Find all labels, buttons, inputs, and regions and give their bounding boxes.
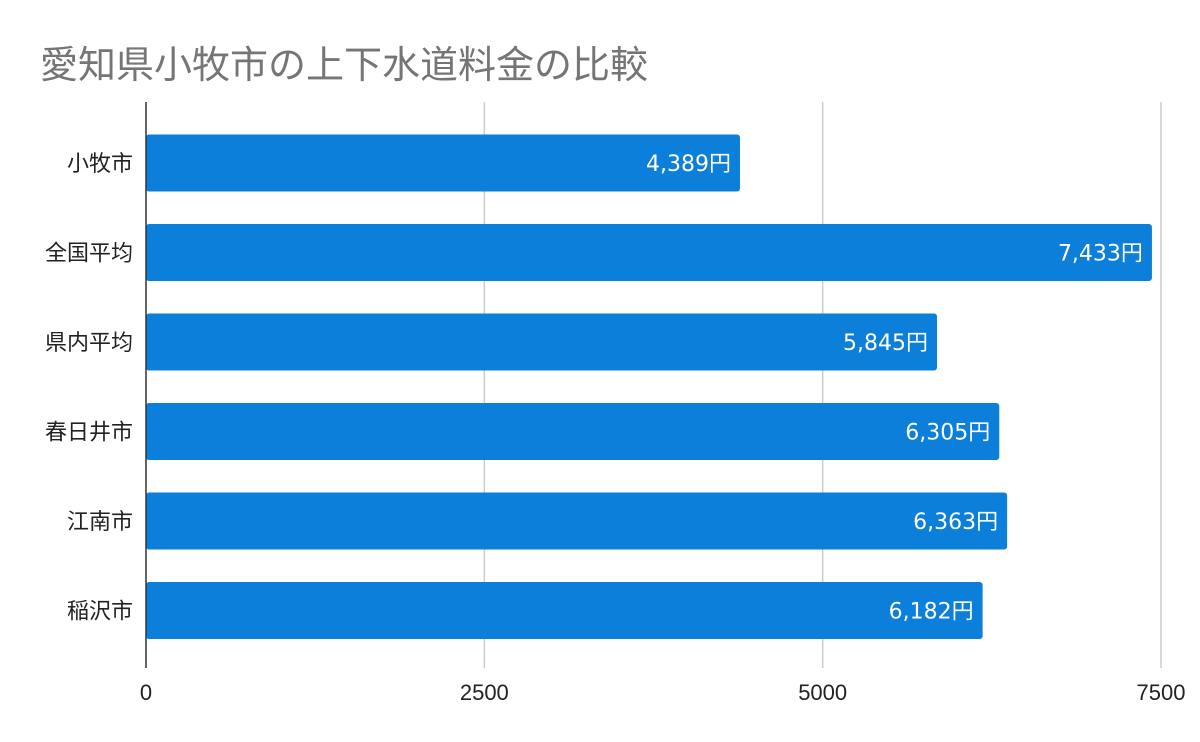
bar <box>146 313 938 371</box>
category-label: 春日井市 <box>45 421 133 446</box>
chart-title: 愛知県小牧市の上下水道料金の比較 <box>40 43 649 87</box>
data-label: 6,363円 <box>913 510 998 535</box>
bar <box>146 224 1152 281</box>
category-label: 全国平均 <box>45 242 133 267</box>
x-tick-label: 5000 <box>798 680 847 705</box>
x-tick-label: 2500 <box>460 680 509 705</box>
category-label: 県内平均 <box>45 331 133 356</box>
category-label: 小牧市 <box>67 152 133 177</box>
data-label: 6,305円 <box>905 421 990 446</box>
bars <box>146 134 1152 639</box>
category-label: 稲沢市 <box>67 600 133 625</box>
bar <box>146 403 1000 460</box>
x-tick-label: 7500 <box>1137 680 1186 705</box>
data-label: 7,433円 <box>1058 242 1143 267</box>
category-label: 江南市 <box>67 510 133 535</box>
bar <box>146 582 983 639</box>
bar <box>146 492 1008 550</box>
data-label: 4,389円 <box>646 152 731 177</box>
gridlines <box>483 102 1162 668</box>
x-tick-label: 0 <box>140 680 152 705</box>
data-label: 6,182円 <box>889 600 974 625</box>
data-label: 5,845円 <box>843 331 928 356</box>
bar <box>146 134 740 192</box>
